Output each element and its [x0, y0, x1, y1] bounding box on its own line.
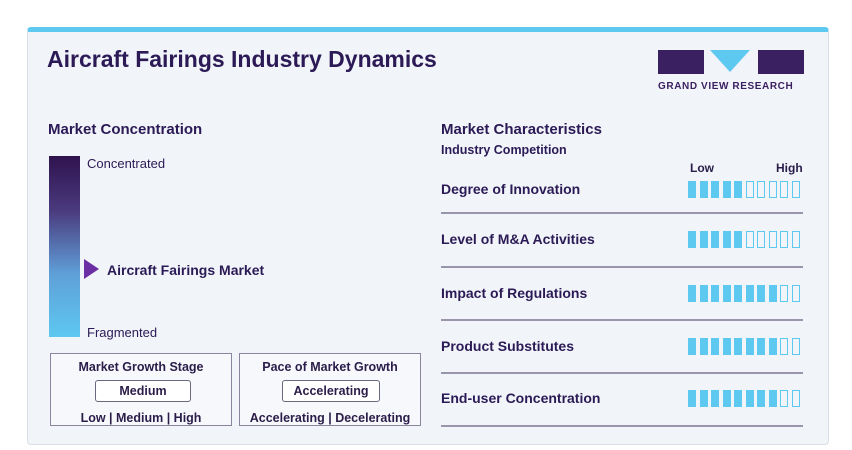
rating-tick-empty [745, 231, 754, 248]
rating-tick-empty [757, 231, 765, 248]
rating-regulations [688, 285, 800, 302]
rating-tick-filled [699, 285, 708, 302]
low-label: Low [690, 161, 714, 175]
high-label: High [776, 161, 803, 175]
pace-box: Pace of Market Growth Accelerating Accel… [239, 353, 421, 426]
rating-tick-filled [699, 181, 708, 198]
pace-options: Accelerating | Decelerating [249, 411, 411, 425]
row-label-ma: Level of M&A Activities [441, 231, 595, 247]
market-marker-label: Aircraft Fairings Market [107, 262, 265, 278]
rating-tick-filled [722, 181, 731, 198]
rating-tick-empty [791, 338, 800, 355]
rating-tick-empty [757, 181, 765, 198]
rating-tick-filled [734, 285, 742, 302]
row-divider [441, 425, 803, 427]
rating-tick-empty [780, 231, 788, 248]
growth-stage-heading: Market Growth Stage [78, 360, 204, 374]
row-divider [441, 212, 803, 214]
characteristics-heading: Market Characteristics [441, 121, 602, 138]
rating-tick-filled [734, 390, 742, 407]
rating-tick-filled [688, 390, 696, 407]
rating-tick-empty [791, 231, 800, 248]
concentration-gradient-bar [49, 156, 80, 337]
rating-tick-filled [722, 231, 731, 248]
rating-tick-filled [711, 390, 719, 407]
rating-tick-filled [722, 390, 731, 407]
growth-stage-value: Medium [95, 380, 191, 402]
fragmented-label: Fragmented [87, 325, 158, 340]
rating-tick-filled [734, 181, 742, 198]
logo-left-block [658, 50, 704, 74]
row-divider [441, 319, 803, 321]
rating-tick-empty [780, 338, 788, 355]
rating-tick-empty [780, 390, 788, 407]
rating-tick-filled [757, 285, 765, 302]
rating-tick-filled [711, 338, 719, 355]
rating-tick-filled [757, 390, 765, 407]
rating-tick-filled [722, 338, 731, 355]
rating-tick-filled [699, 390, 708, 407]
rating-tick-filled [745, 285, 754, 302]
row-divider [441, 266, 803, 268]
rating-tick-empty [791, 181, 800, 198]
concentration-heading: Market Concentration [48, 121, 203, 138]
growth-stage-box: Market Growth Stage Medium Low | Medium … [50, 353, 232, 426]
rating-tick-filled [688, 338, 696, 355]
rating-tick-filled [711, 231, 719, 248]
rating-tick-filled [768, 338, 777, 355]
rating-tick-filled [688, 231, 696, 248]
rating-tick-filled [768, 390, 777, 407]
rating-tick-empty [791, 285, 800, 302]
rating-ma [688, 231, 800, 248]
rating-tick-filled [745, 390, 754, 407]
rating-tick-filled [699, 338, 708, 355]
rating-tick-empty [780, 181, 788, 198]
rating-innovation [688, 181, 800, 198]
rating-tick-filled [688, 285, 696, 302]
logo-text: GRAND VIEW RESEARCH [658, 81, 794, 92]
rating-tick-empty [768, 231, 777, 248]
row-divider [441, 372, 803, 374]
gvr-logo [658, 50, 804, 94]
rating-tick-filled [745, 338, 754, 355]
page-title: Aircraft Fairings Industry Dynamics [47, 46, 437, 72]
market-marker-icon [84, 259, 99, 279]
logo-triangle [710, 50, 750, 72]
rating-tick-filled [768, 285, 777, 302]
rating-tick-empty [768, 181, 777, 198]
rating-tick-filled [711, 285, 719, 302]
growth-stage-options: Low | Medium | High [80, 411, 202, 425]
rating-tick-empty [780, 285, 788, 302]
rating-tick-empty [791, 390, 800, 407]
rating-tick-filled [734, 231, 742, 248]
industry-competition-label: Industry Competition [441, 143, 567, 157]
rating-tick-empty [745, 181, 754, 198]
row-label-substitutes: Product Substitutes [441, 338, 575, 354]
rating-tick-filled [711, 181, 719, 198]
row-label-regulations: Impact of Regulations [441, 285, 588, 301]
row-label-innovation: Degree of Innovation [441, 181, 581, 197]
logo-right-block [758, 50, 804, 74]
rating-tick-filled [688, 181, 696, 198]
rating-tick-filled [722, 285, 731, 302]
rating-substitutes [688, 338, 800, 355]
pace-value: Accelerating [282, 380, 380, 402]
rating-tick-filled [734, 338, 742, 355]
rating-tick-filled [699, 231, 708, 248]
row-label-end-user: End-user Concentration [441, 390, 601, 406]
rating-tick-filled [757, 338, 765, 355]
rating-end-user [688, 390, 800, 407]
pace-heading: Pace of Market Growth [262, 360, 398, 374]
concentrated-label: Concentrated [87, 156, 166, 171]
